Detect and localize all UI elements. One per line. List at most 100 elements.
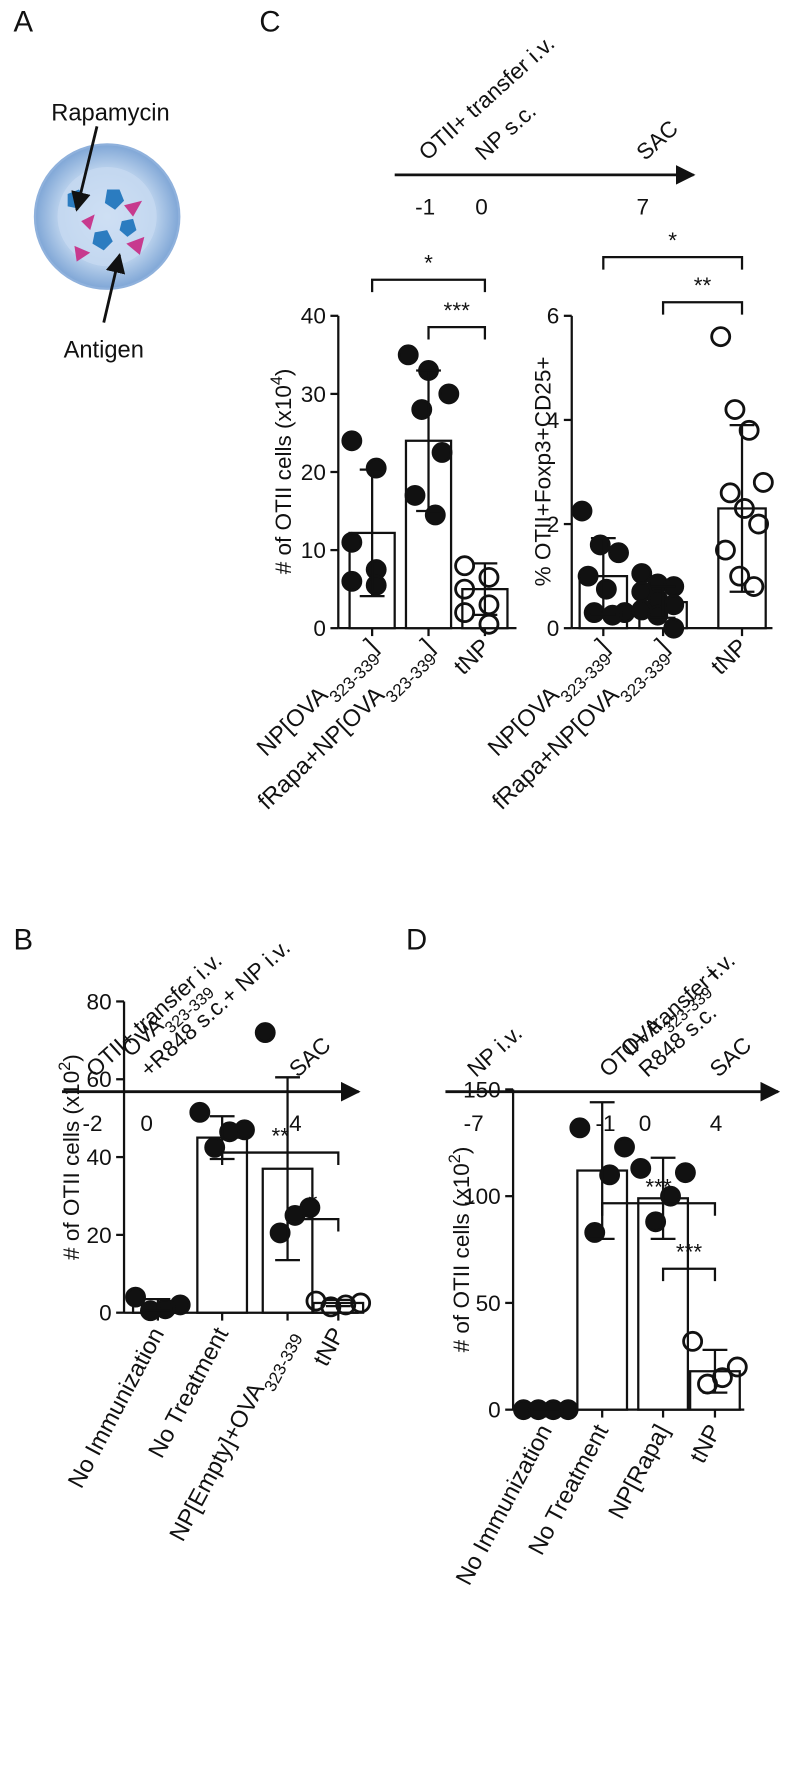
text-part: % OTII+Foxp3+CD25+ [530, 356, 555, 586]
text-part: # of OTII cells (x10 [271, 385, 296, 574]
nanoparticle-core [57, 166, 157, 267]
rapamycin-shape [126, 236, 145, 255]
antigen-shape [119, 218, 137, 237]
error-bar [416, 369, 441, 513]
timeline: -7 -1 0 4NP i.v. OTII+ transfer i.v.OVA323-3… [445, 947, 781, 1136]
error-bar [650, 585, 676, 619]
timeline-tick-label: -2 [82, 1111, 102, 1136]
open-point [350, 1292, 372, 1314]
y-tick-label: 2 [547, 512, 560, 537]
y-tick-label: 40 [301, 304, 326, 329]
text-part: 2 [56, 1062, 74, 1071]
filled-point [341, 570, 363, 592]
schematic-label: Rapamycin [51, 101, 169, 127]
open-point [478, 566, 500, 588]
error-bar [702, 1348, 728, 1394]
open-point [454, 555, 476, 577]
timeline-event: NP i.v. [463, 1020, 528, 1082]
error-bar [359, 468, 385, 598]
text-part: No Immunization [64, 1324, 170, 1493]
y-axis-label: # of OTII cells (x102) [56, 1054, 84, 1260]
significance-label: ** [694, 273, 712, 298]
text-part: ) [271, 369, 296, 377]
y-tick-label: 20 [87, 1223, 112, 1248]
filled-point [660, 1185, 681, 1207]
arrow [71, 126, 99, 212]
y-tick-label: 4 [547, 408, 560, 433]
timeline-event: SAC [632, 115, 683, 165]
panel-label: A [14, 6, 34, 39]
y-tick-label: 40 [87, 1145, 112, 1170]
error-bar [472, 562, 498, 617]
open-point [454, 578, 476, 600]
schematic-label: Antigen [64, 338, 144, 364]
significance-bracket [371, 278, 487, 293]
filled-point [431, 442, 453, 463]
panel-label: B [14, 924, 34, 957]
timeline-tick-label: 7 [637, 194, 650, 219]
text-part: SAC [632, 115, 683, 165]
filled-point [663, 617, 685, 639]
significance-bracket [427, 325, 487, 340]
x-tick-label: tNP [309, 1324, 350, 1371]
x-tick-label: No Immunization [452, 1421, 558, 1590]
significance-label: * [424, 251, 433, 276]
significance-label: *** [645, 1174, 672, 1199]
timeline-event: SAC [284, 1032, 335, 1082]
filled-point [584, 1222, 606, 1243]
open-point [478, 613, 500, 635]
text-part: NP i.v. [463, 1020, 528, 1082]
text-part: NP[Rapa] [604, 1421, 675, 1524]
y-tick-label: 80 [87, 989, 112, 1014]
filled-point [365, 574, 387, 596]
text-part: tNP [686, 1421, 727, 1468]
rapamycin-shape [124, 200, 143, 217]
y-tick-label: 0 [488, 1398, 501, 1423]
open-point [743, 576, 765, 597]
filled-point [569, 1117, 591, 1139]
nanoparticle-schematic: Rapamycin Antigen [33, 101, 181, 364]
open-point [715, 539, 736, 561]
filled-point [411, 399, 433, 420]
arrow [102, 252, 126, 323]
y-tick-label: 20 [301, 460, 326, 485]
text-part: 2 [446, 1154, 464, 1163]
text-part: tNP [309, 1324, 350, 1371]
error-bar [650, 1156, 676, 1240]
open-point [478, 594, 500, 616]
filled-point [583, 602, 605, 623]
timeline-tick-label: 4 [710, 1111, 723, 1136]
open-point [748, 513, 770, 535]
text-part: 323-339 [260, 1330, 306, 1394]
panel-label: C [259, 6, 280, 39]
panel-label: D [406, 924, 427, 957]
timeline-tick-label: 4 [289, 1111, 302, 1136]
text-part: # of OTII cells (x10 [449, 1163, 474, 1352]
significance-bracket [286, 1217, 340, 1232]
rapamycin-shape [74, 245, 91, 262]
x-tick-label: No Immunization [64, 1324, 170, 1493]
filled-point [219, 1121, 241, 1143]
y-tick-label: 0 [547, 616, 560, 641]
timeline-tick-label: -7 [464, 1111, 484, 1136]
x-tick-label: tNP [449, 634, 495, 680]
significance-label: ** [271, 1124, 289, 1149]
antigen-shape [104, 189, 125, 210]
filled-point [341, 430, 363, 452]
x-tick-label: tNP [707, 634, 753, 680]
open-point [733, 498, 755, 519]
filled-point [599, 1164, 621, 1186]
y-tick-label: 150 [463, 1077, 501, 1102]
open-point [719, 482, 741, 504]
x-tick-label: NP[Rapa] [604, 1421, 675, 1524]
antigen-shape [92, 230, 113, 251]
filled-point [595, 578, 617, 600]
filled-point [608, 542, 629, 564]
text-part: ) [449, 1147, 474, 1155]
text-part: # of OTII cells (x10 [59, 1071, 84, 1260]
